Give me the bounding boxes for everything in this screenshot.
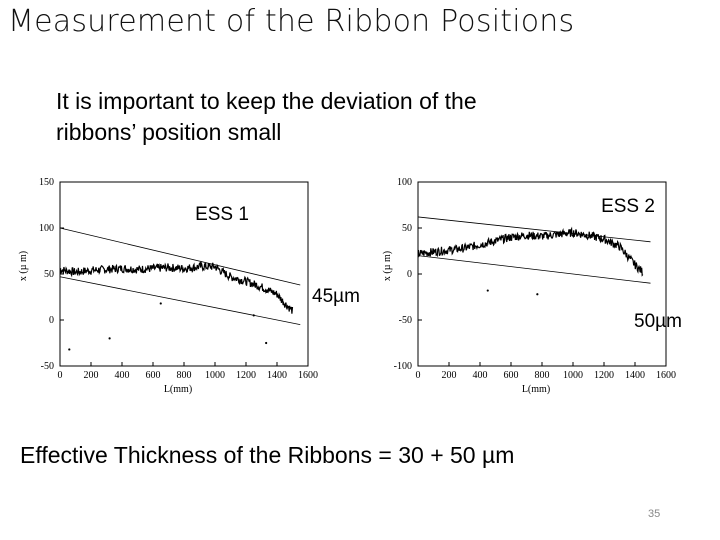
x-axis-label: L(mm)	[522, 384, 550, 395]
deviation-annotation: 50µm	[634, 311, 682, 332]
ribbon-position-trace	[417, 226, 644, 277]
outlier-point	[252, 314, 255, 317]
x-tick-label: 1400	[267, 370, 287, 381]
x-tick-label: 1600	[298, 370, 318, 381]
x-tick-label: 400	[115, 370, 130, 381]
outlier-point	[68, 348, 71, 351]
x-tick-label: 600	[146, 370, 161, 381]
lower-envelope-line	[417, 255, 651, 284]
x-tick-label: 1000	[563, 370, 583, 381]
subtitle-line-1: It is important to keep the deviation of…	[56, 88, 477, 114]
x-axis-label: L(mm)	[164, 384, 192, 395]
y-tick-label: 0	[49, 315, 54, 326]
effective-thickness-note: Effective Thickness of the Ribbons = 30 …	[20, 442, 515, 468]
chart-title: ESS 2	[601, 196, 655, 217]
y-tick-label: -50	[41, 361, 54, 372]
lower-envelope-line	[59, 276, 301, 325]
y-tick-label: 150	[39, 177, 54, 188]
x-tick-label: 1200	[236, 370, 256, 381]
y-tick-label: -50	[399, 315, 412, 326]
ribbon-position-trace	[59, 260, 294, 314]
y-tick-label: 100	[39, 223, 54, 234]
x-tick-label: 0	[416, 370, 421, 381]
x-tick-label: 0	[58, 370, 63, 381]
y-tick-label: 50	[44, 269, 54, 280]
plot-frame	[59, 181, 309, 367]
x-tick-label: 400	[473, 370, 488, 381]
upper-envelope-line	[417, 216, 651, 243]
upper-envelope-line	[59, 227, 301, 286]
subtitle-line-2: ribbons’ position small	[56, 119, 282, 145]
x-tick-label: 1600	[656, 370, 676, 381]
slide-title: Measurement of the Ribbon Positions	[8, 4, 575, 39]
outlier-point	[159, 302, 162, 305]
x-tick-label: 1400	[625, 370, 645, 381]
y-axis-label: x (µ m)	[382, 251, 393, 281]
x-tick-label: 800	[535, 370, 550, 381]
deviation-annotation: 45µm	[312, 286, 360, 307]
x-tick-label: 1200	[594, 370, 614, 381]
y-tick-label: 0	[407, 269, 412, 280]
x-tick-label: 200	[84, 370, 99, 381]
x-tick-label: 1000	[205, 370, 225, 381]
ess1-chart: 0 200 400 600 800 1000 1200 1400 1600 -50 0 50 100 15…	[18, 177, 360, 395]
y-axis-label: x (µ m)	[18, 251, 29, 281]
outlier-point	[536, 293, 539, 296]
outlier-point	[265, 341, 268, 345]
y-tick-label: -100	[394, 361, 412, 372]
outlier-point	[108, 337, 111, 340]
x-tick-label: 600	[504, 370, 519, 381]
chart-title: ESS 1	[195, 204, 249, 225]
slide-subtitle: It is important to keep the deviation of…	[56, 86, 616, 148]
y-tick-label: 50	[402, 223, 412, 234]
page-number: 35	[648, 508, 661, 520]
x-tick-label: 200	[442, 370, 457, 381]
x-tick-label: 800	[177, 370, 192, 381]
ess2-chart: 0 200 400 600 800 1000 1200 1400 1600 -100 -50 0 50 1…	[382, 177, 682, 395]
y-tick-label: 100	[397, 177, 412, 188]
outlier-point	[486, 289, 489, 292]
